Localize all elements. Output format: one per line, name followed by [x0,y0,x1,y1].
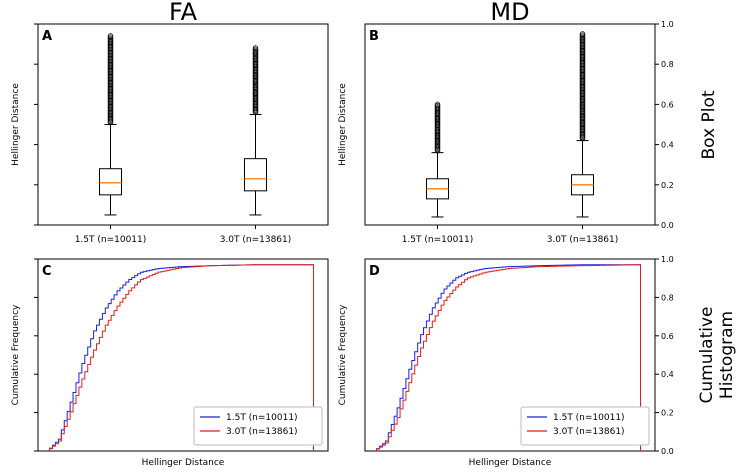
panel-d-ytick-label: 1.0 [661,255,674,264]
iqr-box [244,158,267,192]
panel-b-ytick-label: 0.2 [661,181,674,190]
panel-label-b: B [369,29,379,44]
panel-c-frame [37,258,329,452]
panel-c-ylabel-group: Cumulative Frequency [11,304,21,405]
legend-label: 1.5T (n=10011) [553,413,625,423]
panel-d-frame [364,258,656,452]
legend-label: 1.5T (n=10011) [226,413,298,423]
cdf-line-1-5t [376,264,641,451]
row-title-box-plot: Box Plot [699,90,719,159]
x-axis-label: Hellinger Distance [142,458,225,468]
y-axis-label: Cumulative Frequency [338,304,348,405]
legend-label: 3.0T (n=13861) [553,427,625,437]
panel-a-frame [37,23,329,226]
panel-b-ytick-label: 0.4 [661,141,674,150]
outlier-point [252,45,259,51]
row-title-box-plot-line: Box Plot [699,90,719,159]
category-label: 1.5T (n=10011) [402,235,474,245]
y-axis-label: Cumulative Frequency [11,304,21,405]
panel-label-c: C [42,264,52,279]
category-label: 1.5T (n=10011) [75,235,147,245]
row-title-cumulative-histogram-line: Cumulative [697,306,717,403]
panel-b-ytick-label: 0.6 [661,100,674,109]
panel-d-ytick-label: 0.2 [661,409,674,418]
panel-b-ytick-label: 0.0 [661,221,674,230]
panel-d-ylabel-group: Cumulative Frequency [338,304,348,405]
panel-b-ylabel-group: Hellinger Distance [338,83,348,166]
panel-label-a: A [42,29,52,44]
legend-box [193,406,323,446]
panel-label-d: D [369,264,380,279]
panel-d-ytick-label: 0.6 [661,332,674,341]
row-title-cumulative-histogram-line: Histogram [717,311,737,399]
panel-d-ytick-label: 0.8 [661,293,674,302]
panel-a-ylabel-group: Hellinger Distance [11,83,21,166]
panel-b-ytick-label: 0.8 [661,60,674,69]
row-title-cumulative-histogram: Cumulative Histogram [697,306,737,403]
legend-label: 3.0T (n=13861) [226,427,298,437]
outlier-point [434,101,441,108]
panel-d-ytick-label: 0.0 [661,447,674,456]
panel-d-ytick-label: 0.4 [661,370,674,379]
category-label: 3.0T (n=13861) [220,235,292,245]
outlier-point [107,33,114,39]
x-axis-label: Hellinger Distance [469,458,552,468]
panel-b-frame [364,23,656,226]
outlier-point [579,31,586,37]
cdf-line-3-0t [49,264,314,451]
column-title-fa: FA [169,0,198,26]
category-label: 3.0T (n=13861) [547,235,619,245]
y-axis-label: Hellinger Distance [11,83,21,166]
legend-box [520,406,650,446]
panel-b-ytick-label: 1.0 [661,20,674,29]
cdf-line-3-0t [376,264,641,451]
column-title-md: MD [490,0,529,26]
iqr-box [99,168,122,196]
y-axis-label: Hellinger Distance [338,83,348,166]
